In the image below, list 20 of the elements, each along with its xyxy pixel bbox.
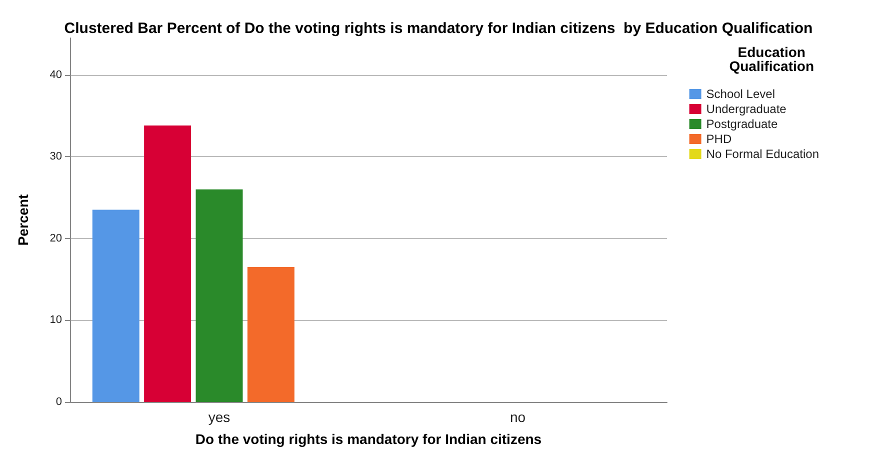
x-tick-label: yes [208,409,230,425]
bar [247,267,294,402]
y-axis-title: Percent [15,194,31,246]
chart-title: Clustered Bar Percent of Do the voting rights is mandatory for Indian citizens by Education Qualification [64,20,813,37]
legend-label: PHD [706,132,732,146]
legend-title: Education Qualification [729,44,814,74]
bar [196,189,243,402]
y-tick-label: 40 [50,68,62,81]
x-axis-title: Do the voting rights is mandatory for Indian citizens [195,431,542,447]
x-tick-label: no [510,409,526,425]
y-tick-label: 30 [50,150,62,163]
legend-label: No Formal Education [706,147,819,161]
y-tick-label: 0 [56,396,62,408]
legend-label: Undergraduate [706,102,787,116]
y-tick-label: 10 [50,314,62,326]
bar [92,210,140,402]
legend-label: School Level [706,87,775,101]
y-tick-label: 20 [50,232,62,244]
legend-label: Postgraduate [706,117,778,131]
bar [144,126,192,402]
